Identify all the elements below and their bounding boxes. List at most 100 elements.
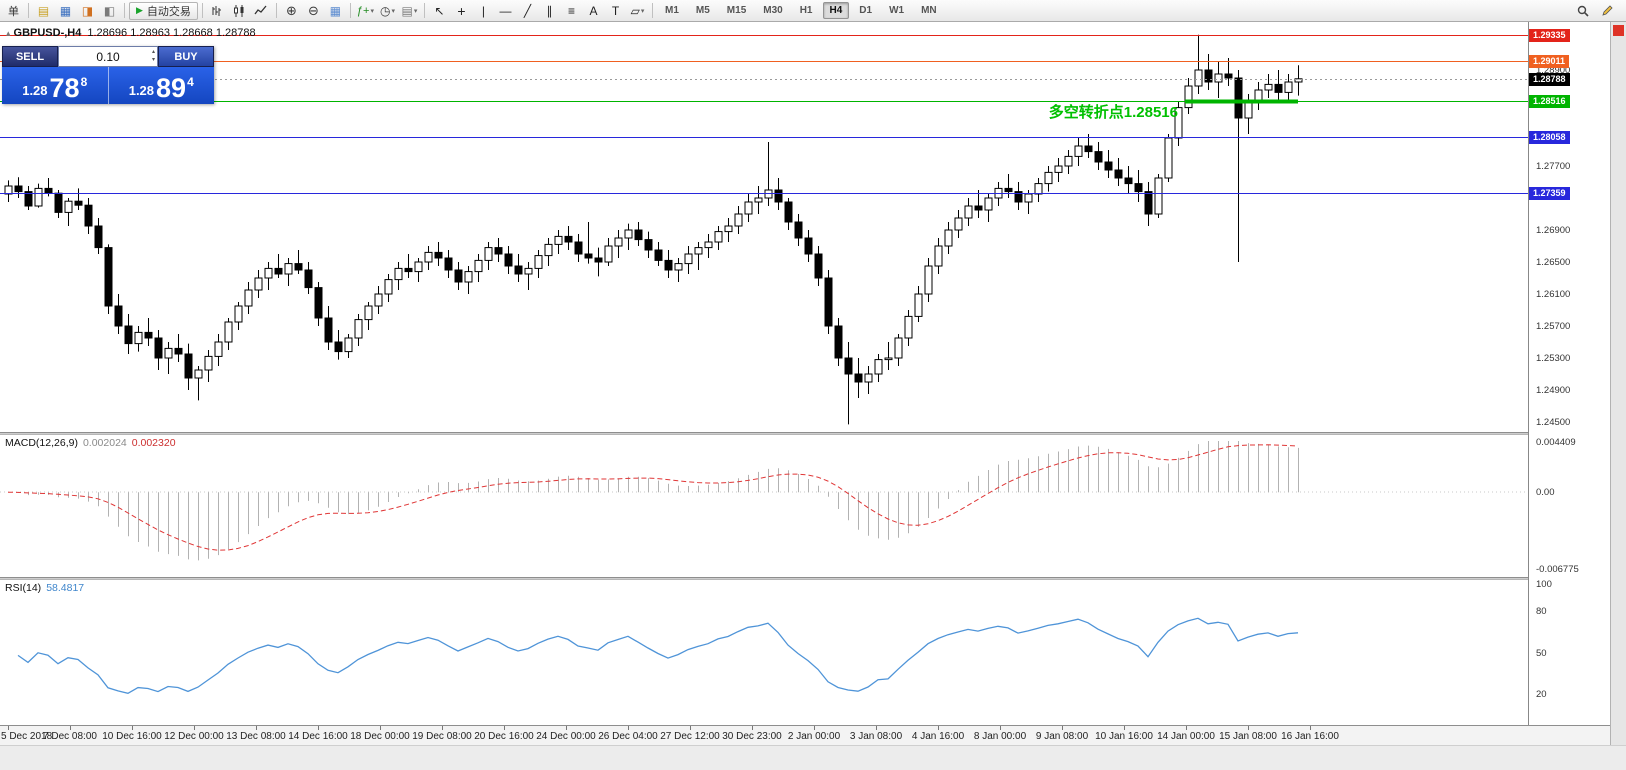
line-chart-icon[interactable] xyxy=(251,1,272,20)
fibonacci-icon[interactable]: ≡ xyxy=(567,3,575,18)
panel-separator[interactable] xyxy=(0,432,1610,435)
candle xyxy=(454,262,463,290)
hline-icon[interactable]: — xyxy=(499,3,512,18)
buy-button[interactable]: BUY xyxy=(158,46,214,67)
indicators-icon[interactable]: ƒ+ ▾ xyxy=(356,4,374,17)
time-axis[interactable]: 5 Dec 2018 7 Dec 08:00 10 Dec 16:00 12 Dec … xyxy=(0,725,1610,745)
lot-size-input[interactable]: 0.10 ▴ ▾ xyxy=(58,46,158,67)
search-icon[interactable] xyxy=(1572,1,1593,20)
trendline-icon[interactable]: ╱ xyxy=(523,3,532,18)
market-watch-icon[interactable]: ▦ xyxy=(59,3,72,18)
candle xyxy=(244,282,253,314)
time-axis-label: 15 Jan 08:00 xyxy=(1219,731,1277,742)
candle xyxy=(694,242,703,270)
timeframe-mn-button[interactable]: MN xyxy=(921,5,937,16)
rsi-axis-label: 50 xyxy=(1536,647,1547,659)
rsi-chart[interactable] xyxy=(0,580,1528,725)
timeframe-m5-button[interactable]: M5 xyxy=(695,5,710,16)
time-axis-label: 2 Jan 00:00 xyxy=(787,731,841,742)
candle xyxy=(394,262,403,290)
spin-down-icon[interactable]: ▾ xyxy=(151,57,155,63)
candle xyxy=(1044,166,1053,192)
macd-chart[interactable] xyxy=(0,435,1528,577)
candle xyxy=(1284,74,1293,102)
candle xyxy=(684,246,693,274)
auto-trading-button[interactable]: ▶ 自动交易 xyxy=(129,1,198,20)
sell-price-prefix: 1.28 xyxy=(22,83,48,98)
timeframe-m15-button[interactable]: M15 xyxy=(726,5,747,16)
price-chart-panel: 多空转折点1.28516 xyxy=(0,22,1528,432)
turning-point-annotation[interactable]: 多空转折点1.28516 xyxy=(1049,103,1178,121)
candlestick-icon[interactable] xyxy=(229,1,250,20)
candle xyxy=(814,246,823,286)
timeframe-h4-button[interactable]: H4 xyxy=(822,2,850,19)
vline-icon[interactable]: | xyxy=(481,3,486,18)
rsi-label: RSI(14) 58.4817 xyxy=(5,582,84,594)
period-icon[interactable]: ◷ ▾ xyxy=(379,3,395,18)
sell-price[interactable]: 1.28 78 8 xyxy=(2,67,109,104)
price-axis-tick: 1.26500 xyxy=(1536,257,1571,268)
label-icon[interactable]: T xyxy=(611,3,620,18)
sell-button[interactable]: SELL xyxy=(2,46,58,67)
timeframe-w1-button[interactable]: W1 xyxy=(889,5,905,16)
candle xyxy=(214,334,223,366)
play-icon: ▶ xyxy=(136,5,143,15)
grid-icon[interactable]: ▦ xyxy=(329,3,342,18)
crosshair-icon[interactable]: + xyxy=(457,2,466,19)
ohlc-values: 1.28696 1.28963 1.28668 1.28788 xyxy=(87,27,256,39)
price-axis[interactable]: 1.28900 1.27700 1.26900 1.26500 1.26100 1.257… xyxy=(1528,22,1610,725)
timeframe-m1-button[interactable]: M1 xyxy=(664,5,679,16)
toolbar-separator xyxy=(28,3,29,18)
candle xyxy=(794,214,803,246)
timeframe-h1-button[interactable]: H1 xyxy=(799,5,813,16)
price-axis-tick: 1.26900 xyxy=(1536,225,1571,236)
timeframe-d1-button[interactable]: D1 xyxy=(859,5,873,16)
time-axis-label: 20 Dec 16:00 xyxy=(474,731,534,742)
resistance-line-lower-tag: 1.29011 xyxy=(1529,55,1570,69)
candle xyxy=(24,186,33,210)
channel-icon[interactable]: ∥ xyxy=(546,3,553,18)
candle xyxy=(1264,74,1273,98)
zoom-out-icon[interactable]: ⊖ xyxy=(307,2,319,18)
time-axis-label: 10 Dec 16:00 xyxy=(102,731,162,742)
toolbar-separator xyxy=(651,3,653,18)
one-click-trading-panel: SELL 0.10 ▴ ▾ BUY 1.28 78 8 1.28 89 4 xyxy=(2,46,214,104)
buy-price-prefix: 1.28 xyxy=(128,83,155,98)
text-icon[interactable]: A xyxy=(589,3,598,18)
candle xyxy=(914,286,923,322)
spin-up-icon[interactable]: ▴ xyxy=(151,49,155,55)
candle xyxy=(184,343,193,390)
navigator-icon[interactable]: ◨ xyxy=(81,3,94,18)
toolbar-separator xyxy=(423,3,425,18)
time-axis-tick xyxy=(1310,726,1311,730)
candle xyxy=(314,282,323,326)
panel-collapse-icon[interactable]: ▴ xyxy=(6,28,11,38)
zoom-in-icon[interactable]: ⊕ xyxy=(285,2,297,18)
terminal-icon[interactable]: ◧ xyxy=(103,3,116,18)
candle xyxy=(1154,174,1163,218)
buy-price[interactable]: 1.28 89 4 xyxy=(109,67,215,104)
candle xyxy=(164,342,173,374)
toolbar-separator xyxy=(275,3,277,18)
candle xyxy=(354,314,363,346)
profile-icon[interactable]: ▤ xyxy=(37,3,50,18)
candle xyxy=(1254,82,1263,110)
templates-icon[interactable]: ▤ ▾ xyxy=(401,3,418,18)
time-axis-tick xyxy=(814,726,815,730)
candle xyxy=(84,198,93,234)
scrollbar[interactable] xyxy=(1610,22,1626,745)
candle xyxy=(634,222,643,246)
shapes-icon[interactable]: ▱ ▾ xyxy=(630,3,645,18)
time-axis-label: 16 Jan 16:00 xyxy=(1281,731,1339,742)
turning-point-line-tag: 1.28516 xyxy=(1529,94,1570,108)
candle xyxy=(464,266,473,294)
bar-chart-icon[interactable] xyxy=(207,1,228,20)
macd-label: MACD(12,26,9) 0.002024 0.002320 xyxy=(5,437,176,449)
lot-spinner[interactable]: ▴ ▾ xyxy=(152,48,155,64)
new-order-button[interactable]: 单 xyxy=(8,5,19,18)
pencil-icon[interactable] xyxy=(1596,1,1617,20)
timeframe-m30-button[interactable]: M30 xyxy=(763,5,783,16)
panel-separator[interactable] xyxy=(0,577,1610,580)
cursor-icon[interactable]: ↖ xyxy=(434,3,445,18)
candlestick-chart[interactable]: 多空转折点1.28516 xyxy=(0,22,1528,432)
